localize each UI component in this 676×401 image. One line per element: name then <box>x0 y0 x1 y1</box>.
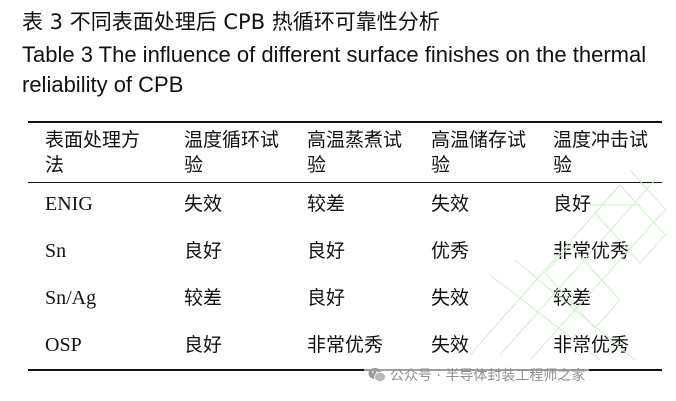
table-cell: 良好 <box>307 287 346 309</box>
wechat-watermark: 公众号 · 半导体封装工程师之家 <box>364 364 590 386</box>
header-high-temp-storage: 高温储存试验 <box>431 129 527 176</box>
table-cell: 较差 <box>307 193 346 215</box>
table-cell: 较差 <box>184 287 223 309</box>
table-top-rule <box>28 121 662 123</box>
header-surface-finish: 表面处理方法 <box>45 129 141 176</box>
header-pressure-cooker: 高温蒸煮试验 <box>307 129 403 176</box>
table-cell: 良好 <box>184 334 223 356</box>
table-caption-chinese: 表 3 不同表面处理后 CPB 热循环可靠性分析 <box>22 10 440 34</box>
table-header-rule <box>28 182 662 183</box>
table-bottom-rule <box>28 369 662 371</box>
table-cell: 非常优秀 <box>553 240 630 262</box>
watermark-text: 公众号 · 半导体封装工程师之家 <box>390 368 586 384</box>
table-cell: 非常优秀 <box>307 334 384 356</box>
table-cell: 失效 <box>431 193 470 215</box>
table-caption-english: Table 3 The influence of different surfa… <box>22 42 647 97</box>
row-label-sn: Sn <box>45 240 67 262</box>
table-cell: 良好 <box>184 240 223 262</box>
table-cell: 失效 <box>431 334 470 356</box>
table-cell: 良好 <box>553 193 592 215</box>
table-cell: 优秀 <box>431 240 470 262</box>
table-cell: 失效 <box>431 287 470 309</box>
watermark-mesh-graphic <box>470 169 667 361</box>
wechat-icon <box>368 368 386 382</box>
table-cell: 失效 <box>184 193 223 215</box>
row-label-enig: ENIG <box>45 193 93 215</box>
table-cell: 良好 <box>307 240 346 262</box>
row-label-osp: OSP <box>45 334 82 356</box>
row-label-sn-ag: Sn/Ag <box>45 287 97 309</box>
header-thermal-cycling: 温度循环试验 <box>184 129 280 176</box>
header-thermal-shock: 温度冲击试验 <box>553 129 649 176</box>
